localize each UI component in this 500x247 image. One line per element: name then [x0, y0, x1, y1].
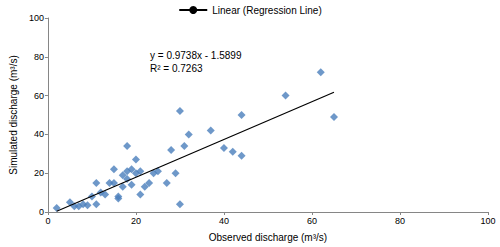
svg-text:60: 60: [34, 91, 44, 101]
svg-text:0: 0: [39, 207, 44, 217]
svg-text:Linear (Regression Line): Linear (Regression Line): [212, 5, 322, 16]
svg-text:20: 20: [34, 168, 44, 178]
svg-text:20: 20: [131, 216, 141, 226]
svg-text:R² = 0.7263: R² = 0.7263: [150, 63, 203, 74]
svg-text:0: 0: [45, 216, 50, 226]
svg-text:40: 40: [219, 216, 229, 226]
svg-text:y = 0.9738x - 1.5899: y = 0.9738x - 1.5899: [150, 50, 242, 61]
svg-text:Simulated discharge (m³/s): Simulated discharge (m³/s): [8, 55, 19, 174]
svg-text:80: 80: [395, 216, 405, 226]
svg-text:Observed discharge (m³/s): Observed discharge (m³/s): [209, 232, 327, 243]
svg-text:80: 80: [34, 52, 44, 62]
svg-text:60: 60: [307, 216, 317, 226]
svg-text:100: 100: [480, 216, 495, 226]
svg-text:100: 100: [29, 13, 44, 23]
svg-text:40: 40: [34, 129, 44, 139]
